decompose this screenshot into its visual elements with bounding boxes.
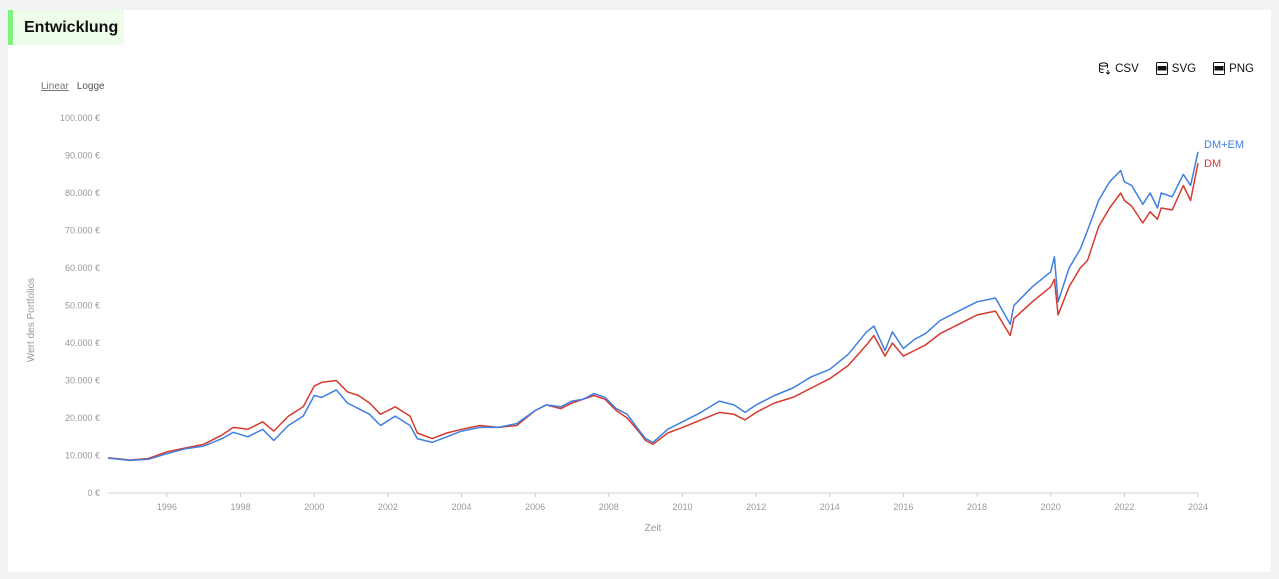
x-tick-label: 2008 xyxy=(599,502,619,512)
y-tick-label: 0 € xyxy=(87,488,100,498)
download-png-button[interactable]: PNG xyxy=(1213,62,1254,75)
x-tick-label: 2022 xyxy=(1114,502,1134,512)
x-tick-label: 2006 xyxy=(525,502,545,512)
download-png-label: PNG xyxy=(1229,62,1254,75)
y-tick-label: 50.000 € xyxy=(65,301,100,311)
y-tick-label: 20.000 € xyxy=(65,413,100,423)
scale-log-toggle[interactable]: Logge xyxy=(76,81,105,92)
x-tick-label: 2010 xyxy=(672,502,692,512)
y-tick-label: 10.000 € xyxy=(65,451,100,461)
y-tick-label: 40.000 € xyxy=(65,338,100,348)
y-tick-label: 30.000 € xyxy=(65,376,100,386)
scale-linear-toggle[interactable]: Linear xyxy=(41,81,69,92)
section-title-box: Entwicklung xyxy=(8,10,124,45)
line-chart: 0 € 10.000 € 20.000 € 30.000 € 40.000 € 50.00… xyxy=(26,113,1244,534)
database-download-icon xyxy=(1099,62,1111,75)
x-tick-label: 2024 xyxy=(1188,502,1208,512)
x-tick-label: 2016 xyxy=(893,502,913,512)
x-tick-label: 1996 xyxy=(157,502,177,512)
series-line-dm-em[interactable] xyxy=(107,151,1199,462)
x-tick-label: 2014 xyxy=(820,502,840,512)
download-svg-button[interactable]: SVG xyxy=(1155,62,1197,75)
download-csv-label: CSV xyxy=(1115,62,1139,75)
y-tick-label: 60.000 € xyxy=(65,263,100,273)
y-tick-label: 100.000 € xyxy=(60,113,100,123)
y-tick-label: 80.000 € xyxy=(65,188,100,198)
x-tick-label: 2000 xyxy=(304,502,324,512)
series-line-dm[interactable] xyxy=(107,162,1199,461)
download-svg-label: SVG xyxy=(1171,62,1197,75)
svg-file-icon xyxy=(1155,62,1168,75)
y-axis-title: Wert des Portfolios xyxy=(26,278,37,362)
x-axis-title: Zeit xyxy=(645,523,662,534)
series-end-label: DM xyxy=(1204,158,1221,170)
x-tick-label: 2018 xyxy=(967,502,987,512)
series-layer: DM+EM DM xyxy=(107,139,1244,462)
x-tick-label: 2012 xyxy=(746,502,766,512)
chart-card: Entwicklung Linear Logge CSV SVG xyxy=(8,10,1271,572)
y-axis: 0 € 10.000 € 20.000 € 30.000 € 40.000 € 50.00… xyxy=(60,113,100,498)
y-tick-label: 90.000 € xyxy=(65,151,100,161)
series-end-label: DM+EM xyxy=(1204,139,1244,151)
png-file-icon xyxy=(1213,62,1226,75)
scale-toggle: Linear Logge xyxy=(41,81,113,92)
x-axis: 1996 1998 2000 2002 2004 2006 2008 2010 2012 2014… xyxy=(108,492,1208,512)
x-tick-label: 2002 xyxy=(378,502,398,512)
x-tick-label: 1998 xyxy=(231,502,251,512)
x-tick-label: 2020 xyxy=(1041,502,1061,512)
x-tick-label: 2004 xyxy=(451,502,471,512)
y-tick-label: 70.000 € xyxy=(65,226,100,236)
download-toolbar: CSV SVG PNG xyxy=(1098,62,1254,75)
section-title: Entwicklung xyxy=(24,19,119,36)
download-csv-button[interactable]: CSV xyxy=(1098,62,1139,75)
